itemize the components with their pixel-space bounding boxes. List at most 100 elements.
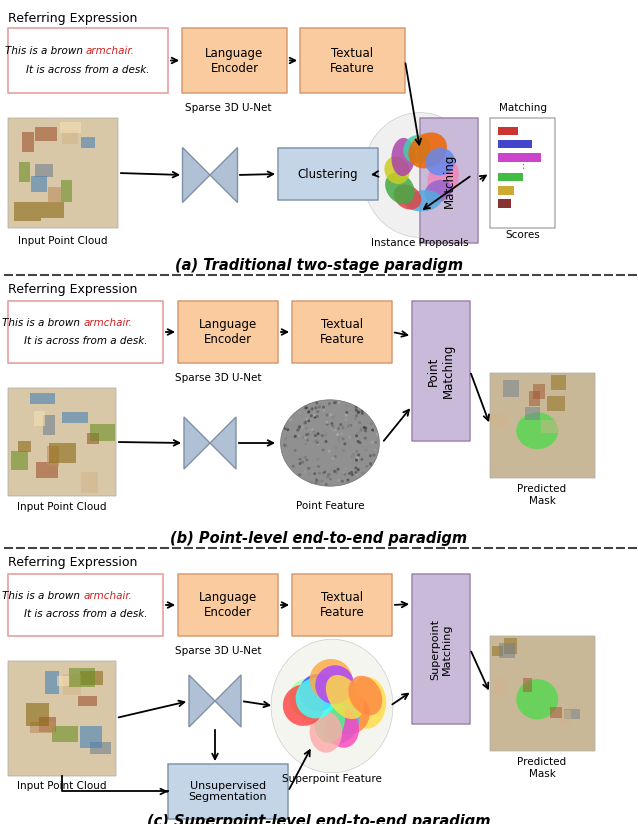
Ellipse shape	[271, 639, 393, 773]
Circle shape	[299, 428, 302, 432]
Circle shape	[306, 427, 308, 430]
Circle shape	[323, 471, 326, 473]
Circle shape	[318, 471, 321, 475]
Circle shape	[327, 473, 330, 475]
Circle shape	[373, 448, 376, 452]
Circle shape	[355, 406, 357, 409]
Ellipse shape	[384, 157, 410, 184]
Ellipse shape	[281, 400, 380, 486]
Circle shape	[360, 458, 364, 461]
Text: Input Point Cloud: Input Point Cloud	[19, 236, 108, 246]
Circle shape	[307, 428, 310, 431]
Ellipse shape	[516, 412, 558, 449]
Ellipse shape	[427, 158, 459, 198]
Circle shape	[298, 461, 300, 464]
Circle shape	[291, 424, 293, 427]
Circle shape	[314, 434, 317, 437]
Bar	[18, 441, 31, 452]
Ellipse shape	[385, 172, 415, 204]
FancyBboxPatch shape	[182, 28, 287, 93]
Circle shape	[355, 461, 359, 465]
Circle shape	[370, 422, 373, 425]
Circle shape	[359, 441, 362, 444]
Circle shape	[302, 452, 306, 456]
Circle shape	[357, 468, 360, 471]
Bar	[61, 180, 72, 202]
Circle shape	[315, 401, 318, 405]
Bar	[49, 443, 76, 463]
Ellipse shape	[348, 676, 382, 715]
Bar	[35, 164, 53, 177]
Bar	[550, 706, 562, 719]
Circle shape	[328, 473, 331, 476]
Circle shape	[361, 412, 364, 415]
Text: armchair.: armchair.	[84, 318, 132, 328]
Circle shape	[347, 424, 350, 428]
Circle shape	[355, 474, 359, 476]
Circle shape	[348, 472, 351, 475]
Text: ⋮: ⋮	[517, 161, 528, 171]
Ellipse shape	[394, 185, 421, 209]
Bar	[498, 199, 512, 208]
Bar	[87, 433, 99, 444]
Circle shape	[357, 411, 360, 414]
Circle shape	[344, 473, 346, 475]
FancyBboxPatch shape	[490, 118, 555, 228]
Bar	[530, 391, 540, 406]
Circle shape	[332, 427, 334, 429]
Text: Predicted
Mask: Predicted Mask	[517, 757, 567, 779]
Circle shape	[342, 472, 345, 475]
Circle shape	[349, 438, 352, 441]
Circle shape	[345, 414, 348, 416]
FancyBboxPatch shape	[300, 28, 405, 93]
Circle shape	[345, 411, 348, 414]
Circle shape	[312, 430, 315, 433]
Circle shape	[303, 422, 306, 424]
Bar	[89, 742, 111, 754]
Bar	[494, 677, 507, 695]
Text: Superpoint Feature: Superpoint Feature	[282, 774, 382, 784]
Circle shape	[337, 439, 340, 442]
Bar	[30, 393, 55, 405]
FancyBboxPatch shape	[178, 574, 278, 636]
Text: Matching: Matching	[498, 103, 547, 113]
Circle shape	[317, 466, 320, 469]
Circle shape	[304, 421, 307, 424]
Circle shape	[322, 409, 325, 412]
Circle shape	[341, 438, 345, 440]
Ellipse shape	[426, 147, 455, 176]
Bar	[78, 695, 97, 705]
Circle shape	[321, 434, 323, 438]
Circle shape	[311, 407, 313, 410]
Circle shape	[316, 433, 320, 435]
Circle shape	[298, 473, 301, 476]
Circle shape	[355, 450, 358, 453]
Circle shape	[286, 435, 290, 438]
Circle shape	[348, 436, 351, 439]
Bar	[503, 380, 519, 397]
Circle shape	[357, 453, 360, 456]
Circle shape	[313, 414, 316, 417]
Circle shape	[322, 469, 325, 472]
Circle shape	[316, 480, 320, 484]
Text: Input Point Cloud: Input Point Cloud	[17, 502, 107, 512]
Circle shape	[315, 479, 318, 481]
Circle shape	[355, 466, 357, 470]
Circle shape	[298, 425, 301, 428]
Circle shape	[353, 449, 357, 452]
Circle shape	[357, 410, 360, 414]
Circle shape	[301, 425, 304, 428]
Circle shape	[283, 437, 286, 440]
Text: This is a brown: This is a brown	[3, 318, 84, 328]
Text: This is a brown: This is a brown	[3, 591, 84, 601]
Circle shape	[355, 434, 358, 438]
Bar	[533, 384, 545, 399]
Ellipse shape	[408, 133, 447, 168]
FancyBboxPatch shape	[292, 574, 392, 636]
Text: Clustering: Clustering	[298, 167, 359, 180]
Ellipse shape	[516, 679, 558, 719]
Bar	[39, 717, 56, 732]
Circle shape	[317, 466, 320, 468]
FancyBboxPatch shape	[178, 301, 278, 363]
Circle shape	[316, 415, 319, 418]
